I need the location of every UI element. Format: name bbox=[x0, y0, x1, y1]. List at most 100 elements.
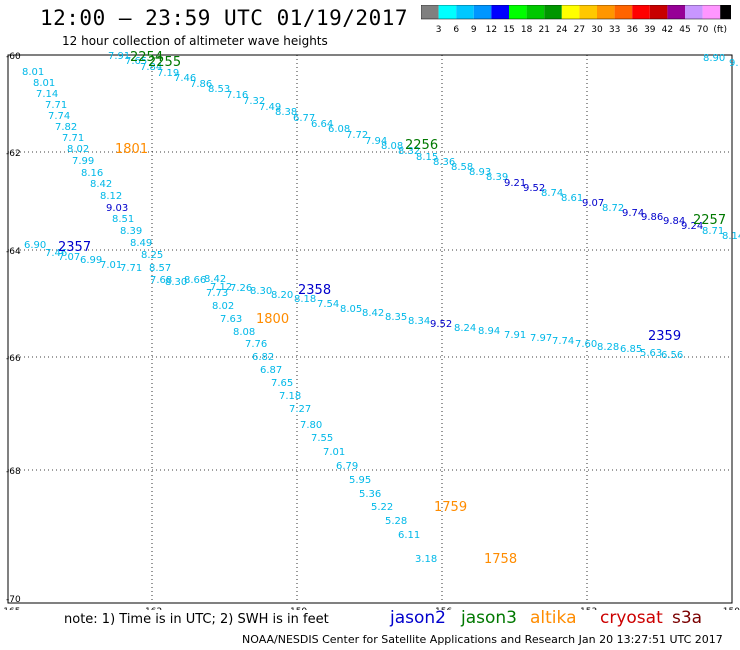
wave-height-value: 8.71 bbox=[702, 226, 724, 237]
wave-height-value: 7.16 bbox=[226, 90, 248, 101]
wave-height-value: 7.74 bbox=[552, 336, 574, 347]
legend-swatch bbox=[421, 5, 439, 19]
wave-height-value: 8.05 bbox=[340, 304, 362, 315]
pass-time-label: 1800 bbox=[256, 312, 289, 327]
wave-height-value: 5.95 bbox=[349, 475, 371, 486]
wave-height-value: 8.08 bbox=[381, 141, 403, 152]
legend-tick-label: 15 bbox=[503, 25, 514, 35]
wave-height-value: 8.16 bbox=[81, 168, 103, 179]
wave-height-value: 7.46 bbox=[174, 73, 196, 84]
wave-height-value: 8.14 bbox=[722, 231, 740, 242]
wave-height-value: 7.18 bbox=[279, 391, 301, 402]
wave-height-value: 7.72 bbox=[346, 130, 368, 141]
pass-time-label: 2254 bbox=[130, 50, 163, 65]
wave-height-value: 9.24 bbox=[681, 221, 703, 232]
legend-swatch bbox=[667, 5, 685, 19]
legend-swatch bbox=[702, 5, 721, 19]
wave-height-value: 6.85 bbox=[620, 344, 642, 355]
legend-swatch bbox=[473, 5, 492, 19]
legend-swatch bbox=[614, 5, 633, 19]
wave-height-value: 7.26 bbox=[230, 283, 252, 294]
wave-height-value: 8.38 bbox=[275, 107, 297, 118]
wave-height-value: 5.36 bbox=[359, 489, 381, 500]
wave-height-value: 8.01 bbox=[22, 67, 44, 78]
longitude-label: -165 bbox=[0, 607, 20, 610]
wave-height-value: 8.61 bbox=[561, 193, 583, 204]
wave-height-value: 7.32 bbox=[243, 96, 265, 107]
wave-height-value: 7.63 bbox=[220, 314, 242, 325]
wave-height-value: 8.24 bbox=[454, 323, 476, 334]
wave-height-value: 7.65 bbox=[271, 378, 293, 389]
legend-altika: altika bbox=[530, 608, 577, 628]
wave-height-value: 7.12 bbox=[210, 282, 232, 293]
wave-height-value: 7.19 bbox=[157, 68, 179, 79]
wave-height-value: 7.91 bbox=[108, 51, 130, 62]
longitude-label: -159 bbox=[287, 607, 308, 610]
wave-height-value: 8.93 bbox=[469, 167, 491, 178]
wave-height-value: 8.66 bbox=[184, 275, 206, 286]
wave-height-value: 7.55 bbox=[311, 433, 333, 444]
wave-height-value: 8.18 bbox=[294, 294, 316, 305]
legend-swatch bbox=[649, 5, 668, 19]
wave-height-value: 8.12 bbox=[100, 191, 122, 202]
wave-height-value: 7.73 bbox=[206, 288, 228, 299]
longitude-label: -150 bbox=[720, 607, 740, 610]
wave-height-value: 9.07 bbox=[582, 198, 604, 209]
legend-cryosat: cryosat bbox=[600, 608, 663, 628]
legend-swatch bbox=[438, 5, 457, 19]
wave-height-color-legend: 3 6 9 12 15 18 21 24 27 30 33 36 39 42 45 70 (ft) bbox=[421, 5, 731, 35]
wave-height-value: 6.99 bbox=[80, 255, 102, 266]
wave-height-value: 8.02 bbox=[212, 301, 234, 312]
wave-height-value: 7.65 bbox=[125, 56, 147, 67]
wave-height-value: 8.42 bbox=[90, 179, 112, 190]
legend-jason2: jason2 bbox=[390, 608, 446, 628]
wave-height-value: 7.74 bbox=[48, 111, 70, 122]
wave-height-value: 8.25 bbox=[141, 250, 163, 261]
legend-tick-label: (ft) bbox=[713, 25, 727, 35]
longitude-label: -156 bbox=[432, 607, 453, 610]
wave-height-value: 7.91 bbox=[504, 330, 526, 341]
latitude-label: -68 bbox=[6, 467, 21, 477]
wave-height-value: 8.15 bbox=[416, 152, 438, 163]
wave-height-value: 8.30 bbox=[250, 286, 272, 297]
wave-height-value: 7.01 bbox=[323, 447, 345, 458]
wave-height-value: 6.87 bbox=[260, 365, 282, 376]
wave-height-value: 7.68 bbox=[150, 275, 172, 286]
wave-height-value: 6.82 bbox=[252, 352, 274, 363]
wave-height-value: 8.34 bbox=[408, 316, 430, 327]
legend-jason3: jason3 bbox=[461, 608, 517, 628]
wave-height-value: 7.54 bbox=[317, 299, 339, 310]
wave-height-value: 8.39 bbox=[486, 172, 508, 183]
wave-height-value: 6.56 bbox=[661, 350, 683, 361]
wave-height-value: 9.86 bbox=[641, 212, 663, 223]
wave-height-value: 9. bbox=[729, 58, 739, 69]
wave-height-value: 9.74 bbox=[622, 208, 644, 219]
credit-line: NOAA/NESDIS Center for Satellite Applica… bbox=[242, 633, 723, 646]
map-frame bbox=[7, 54, 733, 604]
longitude-label: -162 bbox=[142, 607, 162, 610]
wave-height-value: 9.03 bbox=[106, 203, 128, 214]
legend-tick-label: 24 bbox=[556, 25, 568, 35]
wave-height-value: 8.90 bbox=[703, 53, 725, 64]
wave-height-value: 8.30 bbox=[165, 277, 187, 288]
wave-height-value: 8.57 bbox=[149, 263, 171, 274]
footnote: note: 1) Time is in UTC; 2) SWH is in fe… bbox=[64, 612, 329, 627]
latitude-label: -62 bbox=[6, 149, 21, 159]
longitude-label: -153 bbox=[577, 607, 597, 610]
legend-swatch bbox=[526, 5, 545, 19]
pass-time-label: 2357 bbox=[58, 240, 91, 255]
wave-height-value: 6.79 bbox=[336, 461, 358, 472]
legend-tick-label: 30 bbox=[591, 25, 603, 35]
legend-tick-label: 21 bbox=[538, 25, 549, 35]
wave-height-value: 8.74 bbox=[541, 188, 563, 199]
legend-s3a: s3a bbox=[672, 608, 703, 628]
legend-swatch bbox=[544, 5, 562, 19]
wave-height-value: 7.07 bbox=[58, 252, 80, 263]
legend-tick-label: 33 bbox=[609, 25, 620, 35]
wave-height-value: 7.49 bbox=[259, 102, 281, 113]
wave-height-value: 8.42 bbox=[204, 274, 226, 285]
legend-tick-label: 36 bbox=[626, 25, 638, 35]
pass-time-label: 2358 bbox=[298, 283, 331, 298]
legend-swatch bbox=[579, 5, 597, 19]
wave-height-value: 7.01 bbox=[100, 260, 122, 271]
